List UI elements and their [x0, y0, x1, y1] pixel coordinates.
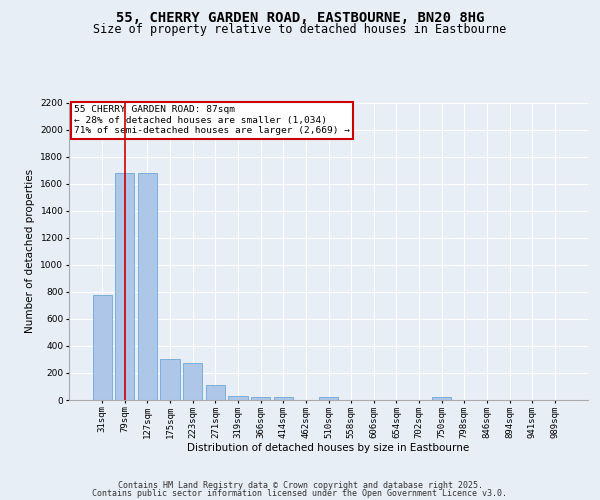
Bar — [274, 396, 293, 400]
Bar — [229, 396, 248, 400]
Bar — [138, 173, 157, 400]
Text: Size of property relative to detached houses in Eastbourne: Size of property relative to detached ho… — [94, 22, 506, 36]
Text: Contains HM Land Registry data © Crown copyright and database right 2025.: Contains HM Land Registry data © Crown c… — [118, 480, 482, 490]
Text: 55, CHERRY GARDEN ROAD, EASTBOURNE, BN20 8HG: 55, CHERRY GARDEN ROAD, EASTBOURNE, BN20… — [116, 10, 484, 24]
Bar — [160, 360, 180, 400]
Bar — [92, 294, 112, 400]
Bar — [115, 173, 134, 400]
Bar — [432, 398, 451, 400]
Text: 55 CHERRY GARDEN ROAD: 87sqm
← 28% of detached houses are smaller (1,034)
71% of: 55 CHERRY GARDEN ROAD: 87sqm ← 28% of de… — [74, 106, 350, 136]
Text: Contains public sector information licensed under the Open Government Licence v3: Contains public sector information licen… — [92, 490, 508, 498]
Bar — [319, 398, 338, 400]
Y-axis label: Number of detached properties: Number of detached properties — [25, 169, 35, 334]
Bar — [251, 396, 270, 400]
X-axis label: Distribution of detached houses by size in Eastbourne: Distribution of detached houses by size … — [187, 444, 470, 454]
Bar — [183, 364, 202, 400]
Bar — [206, 385, 225, 400]
